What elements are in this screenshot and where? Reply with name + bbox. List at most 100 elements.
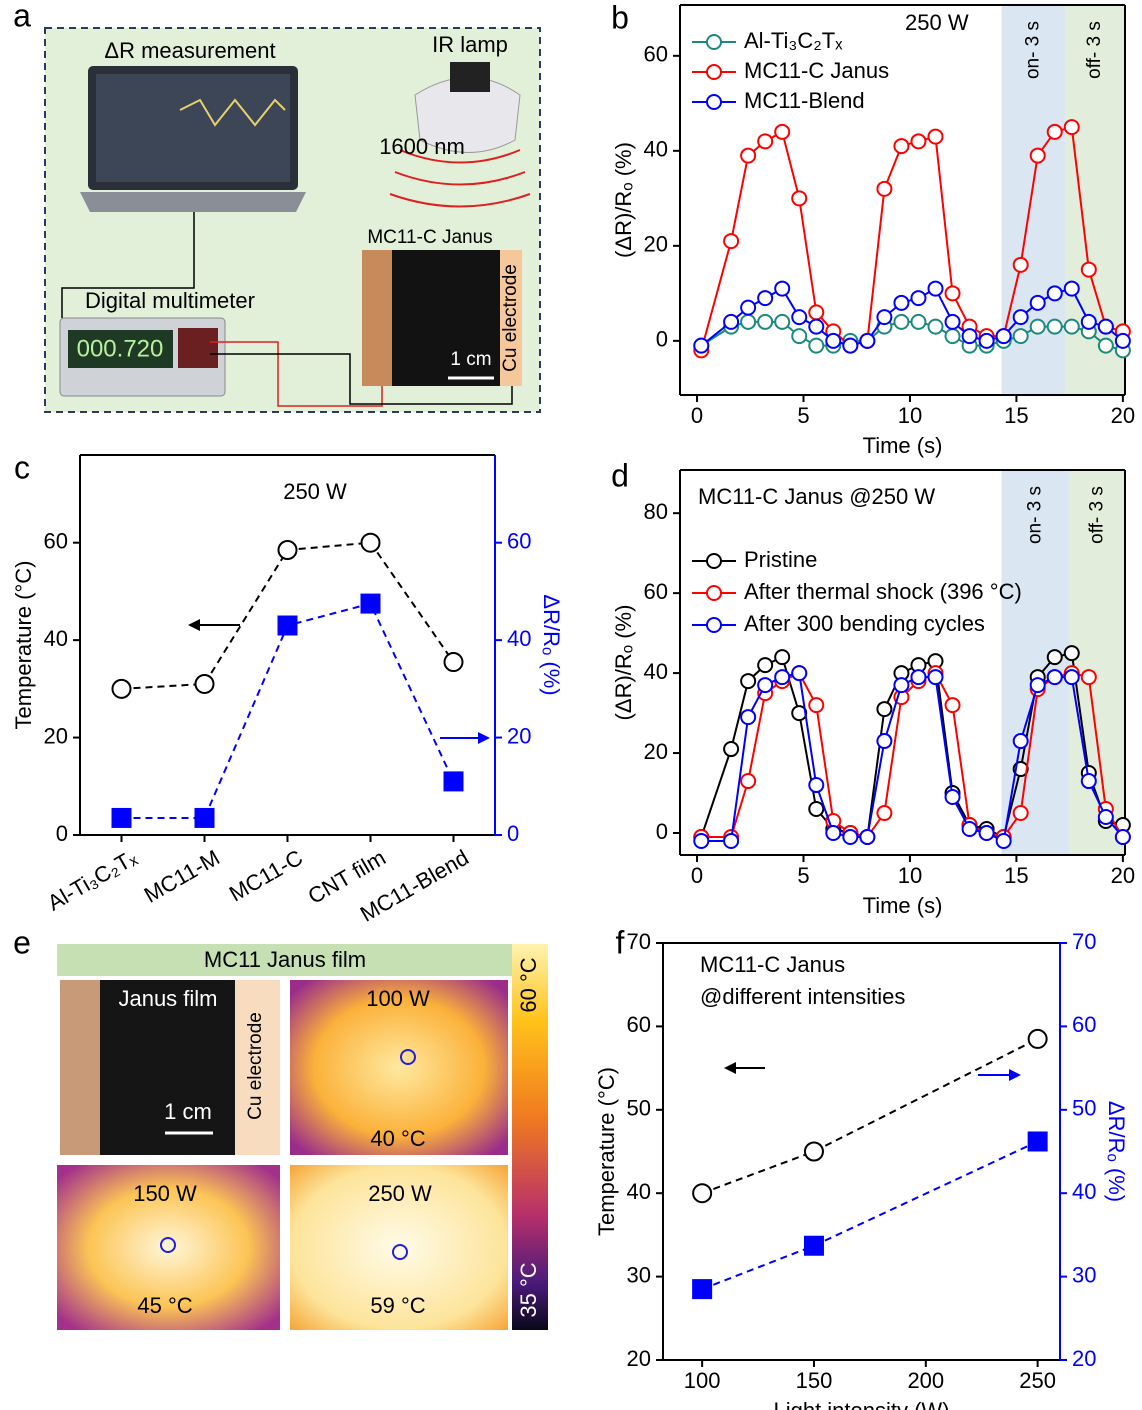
y-tick-label: 0 xyxy=(56,821,68,846)
marker xyxy=(1029,1030,1047,1048)
wavelength-label: 1600 nm xyxy=(379,134,465,159)
legend-marker xyxy=(707,618,721,632)
marker xyxy=(775,282,789,296)
power-label: 250 W xyxy=(368,1181,432,1206)
series-line xyxy=(702,1141,1037,1289)
x-tick-label: 5 xyxy=(797,863,809,888)
panel-label: f xyxy=(616,924,625,960)
power-label: 100 W xyxy=(366,986,430,1011)
power-label: 150 W xyxy=(133,1181,197,1206)
marker xyxy=(929,130,943,144)
annotation: MC11-C Janus xyxy=(700,952,845,977)
y2-axis-label: ΔR/Rₒ (%) xyxy=(1104,1101,1129,1202)
legend-label: After thermal shock (396 °C) xyxy=(744,579,1022,604)
marker xyxy=(877,734,891,748)
x-tick-label: 20 xyxy=(1111,403,1135,428)
y-tick-label: 60 xyxy=(644,579,668,604)
marker xyxy=(1099,320,1113,334)
marker xyxy=(805,1237,823,1255)
marker xyxy=(980,334,994,348)
marker xyxy=(809,778,823,792)
marker xyxy=(724,742,738,756)
y-tick-label: 40 xyxy=(44,626,68,651)
marker xyxy=(809,305,823,319)
y-tick-label: 60 xyxy=(627,1012,651,1037)
arrow-head xyxy=(1009,1069,1021,1081)
y-axis-label: Temperature (°C) xyxy=(594,1067,619,1236)
marker xyxy=(1082,315,1096,329)
marker xyxy=(758,315,772,329)
marker xyxy=(946,286,960,300)
y-tick-label: 20 xyxy=(644,739,668,764)
annotation: MC11-C Janus @250 W xyxy=(698,484,935,509)
x-tick-label: 250 xyxy=(1019,1368,1056,1393)
marker xyxy=(1014,310,1028,324)
x-tick-label: 100 xyxy=(684,1368,721,1393)
marker xyxy=(997,834,1011,848)
marker xyxy=(196,675,214,693)
x-tick-label: 15 xyxy=(1004,863,1028,888)
marker xyxy=(694,339,708,353)
laptop-label: ΔR measurement xyxy=(104,38,275,63)
marker xyxy=(805,1143,823,1161)
x-tick-label: 200 xyxy=(907,1368,944,1393)
annotation: 250 W xyxy=(283,479,347,504)
marker xyxy=(809,802,823,816)
marker xyxy=(946,698,960,712)
series-line xyxy=(122,604,454,818)
marker xyxy=(741,301,755,315)
marker xyxy=(1048,650,1062,664)
electrode-label: Cu electrode xyxy=(245,1012,266,1120)
marker xyxy=(758,134,772,148)
marker xyxy=(963,329,977,343)
x-axis-label: Time (s) xyxy=(863,893,943,918)
marker xyxy=(1031,296,1045,310)
marker xyxy=(1116,334,1130,348)
marker xyxy=(1065,646,1079,660)
marker xyxy=(775,125,789,139)
marker xyxy=(877,182,891,196)
marker xyxy=(1099,810,1113,824)
legend-marker xyxy=(707,35,721,49)
y-axis-label: (ΔR)/Rₒ (%) xyxy=(611,605,636,721)
marker xyxy=(980,826,994,840)
marker xyxy=(113,680,131,698)
y-tick-label: 30 xyxy=(627,1262,651,1287)
marker xyxy=(693,1280,711,1298)
copper-strip xyxy=(362,250,392,386)
y2-tick-label: 70 xyxy=(1072,929,1096,954)
marker xyxy=(946,329,960,343)
marker xyxy=(775,650,789,664)
marker xyxy=(877,702,891,716)
marker xyxy=(1048,670,1062,684)
marker xyxy=(741,674,755,688)
y-tick-label: 20 xyxy=(44,723,68,748)
x-tick-label: MC11-C xyxy=(225,845,307,907)
meter-reading: 000.720 xyxy=(77,335,164,362)
marker xyxy=(809,698,823,712)
copper-strip xyxy=(60,980,100,1155)
x-tick-label: 150 xyxy=(796,1368,833,1393)
colorbar-max: 60 °C xyxy=(516,957,541,1012)
marker xyxy=(724,315,738,329)
x-axis-label: Time (s) xyxy=(863,433,943,458)
marker xyxy=(809,320,823,334)
marker xyxy=(929,282,943,296)
region-label: off- 3 s xyxy=(1084,21,1105,79)
y2-tick-label: 40 xyxy=(1072,1179,1096,1204)
marker xyxy=(694,834,708,848)
marker xyxy=(279,617,297,635)
marker xyxy=(946,315,960,329)
arrow-head xyxy=(478,732,490,744)
legend-marker xyxy=(707,65,721,79)
photo-label: Janus film xyxy=(118,986,217,1011)
marker xyxy=(792,666,806,680)
marker xyxy=(1048,286,1062,300)
marker xyxy=(1082,670,1096,684)
y-tick-label: 80 xyxy=(644,499,668,524)
marker xyxy=(911,670,925,684)
legend-label: After 300 bending cycles xyxy=(744,611,985,636)
marker xyxy=(741,710,755,724)
marker xyxy=(693,1184,711,1202)
marker xyxy=(1065,320,1079,334)
